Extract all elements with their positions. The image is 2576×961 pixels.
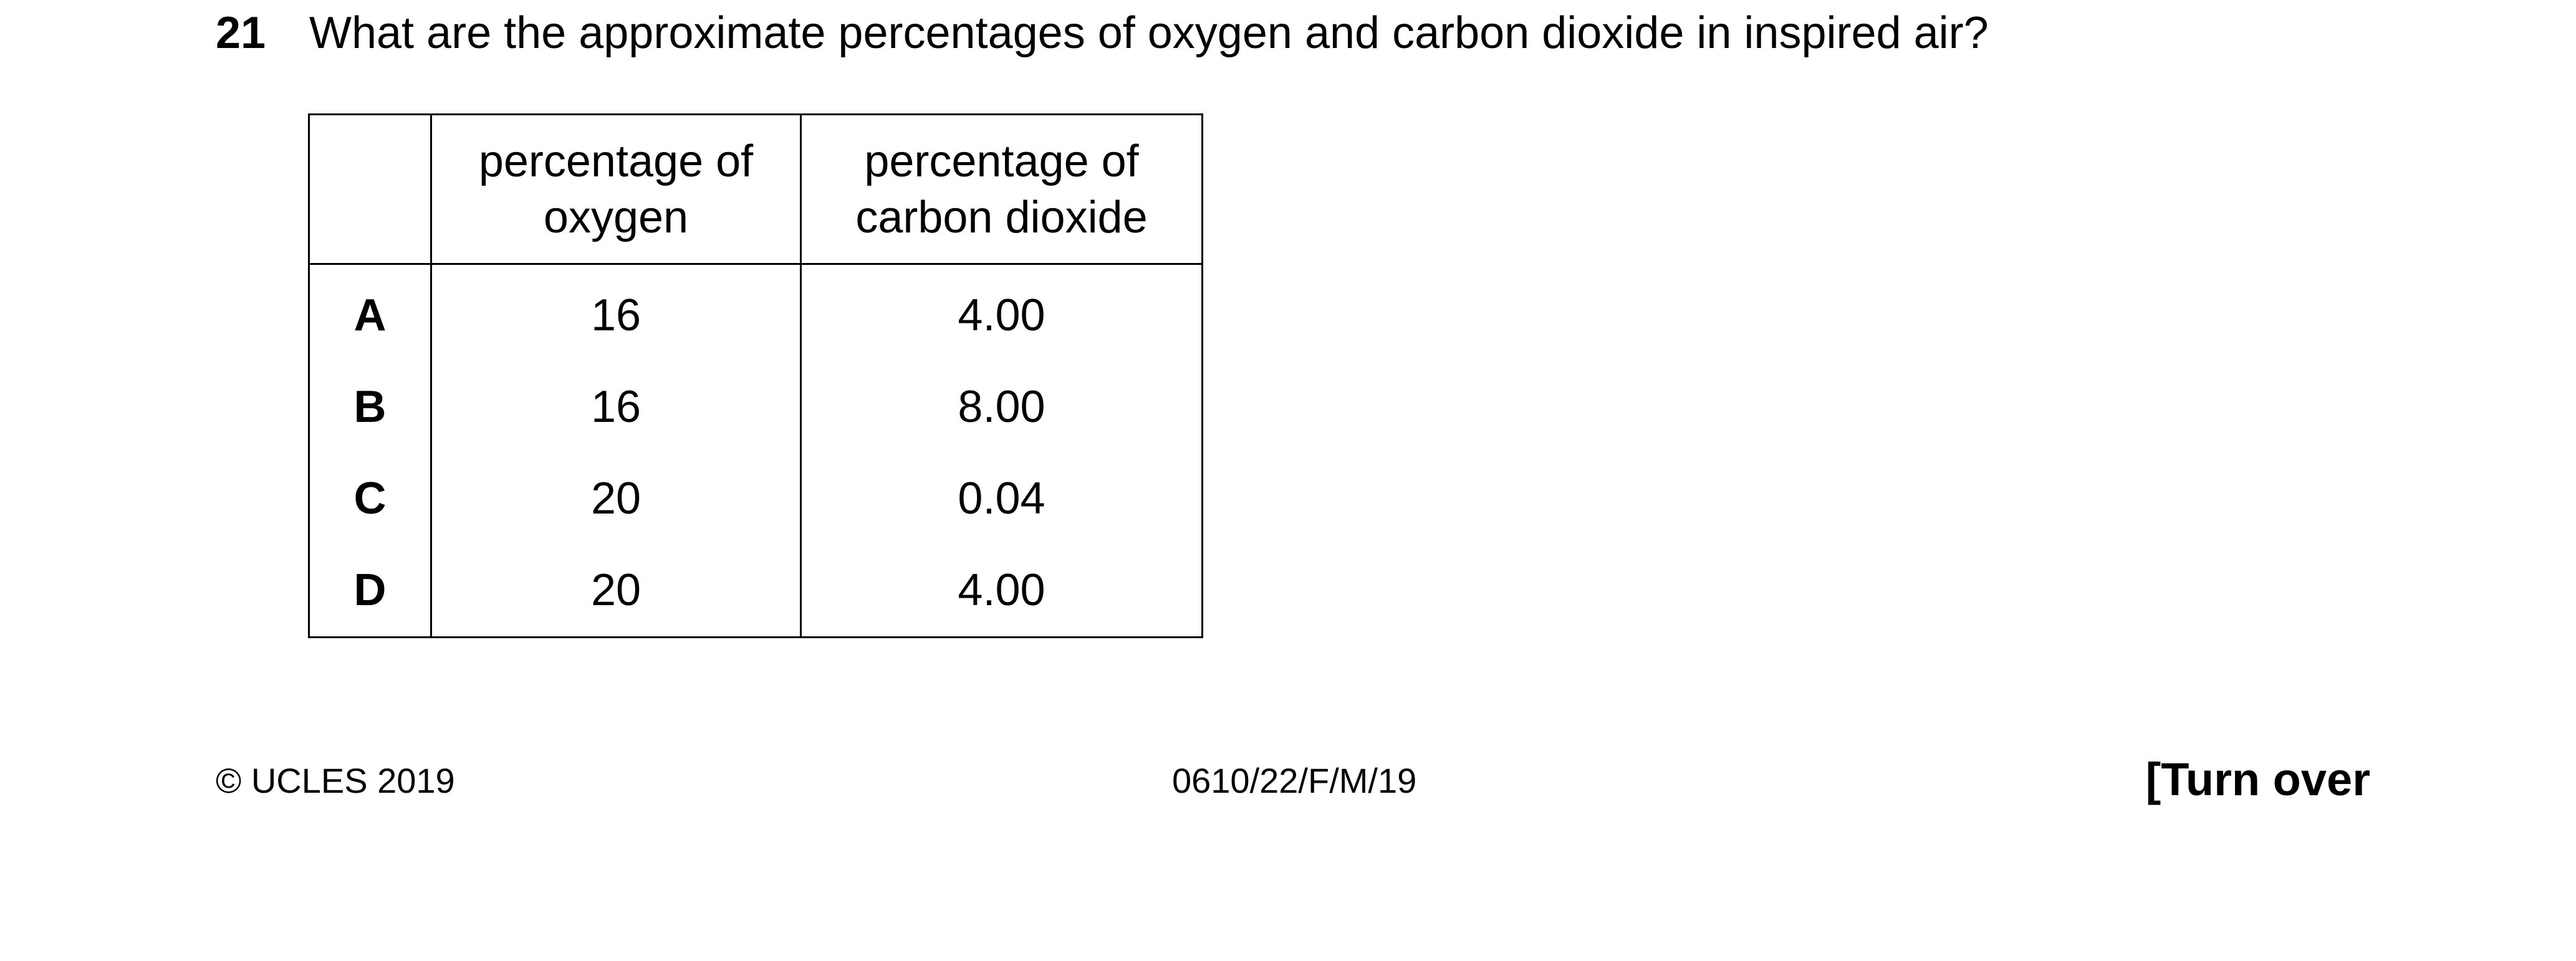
footer-copyright: © UCLES 2019 xyxy=(216,761,455,800)
carbon-dioxide-value: 8.00 xyxy=(800,361,1203,453)
answer-options-table: percentage of oxygen percentage of carbo… xyxy=(308,113,1203,638)
header-oxygen: percentage of oxygen xyxy=(430,113,802,265)
oxygen-value: 20 xyxy=(430,453,802,545)
table-row: A 16 4.00 xyxy=(308,264,1203,361)
option-letter: C xyxy=(308,453,432,545)
table-row: D 20 4.00 xyxy=(308,545,1203,638)
option-letter: D xyxy=(308,545,432,638)
carbon-dioxide-value: 4.00 xyxy=(800,545,1203,638)
footer-paper-code: 0610/22/F/M/19 xyxy=(1172,761,1417,800)
option-letter: A xyxy=(308,264,432,361)
carbon-dioxide-value: 0.04 xyxy=(800,453,1203,545)
header-carbon-dioxide: percentage of carbon dioxide xyxy=(800,113,1203,265)
header-oxygen-line-1: percentage of xyxy=(478,136,754,186)
header-letter-cell xyxy=(308,113,432,265)
oxygen-value: 16 xyxy=(430,361,802,453)
oxygen-value: 20 xyxy=(430,545,802,638)
header-co2-line-1: percentage of xyxy=(864,136,1139,186)
table-row: B 16 8.00 xyxy=(308,361,1203,453)
table-header-row: percentage of oxygen percentage of carbo… xyxy=(308,113,1203,265)
header-co2-line-2: carbon dioxide xyxy=(855,192,1148,242)
footer-turn-over: [Turn over xyxy=(2145,753,2370,805)
option-letter: B xyxy=(308,361,432,453)
carbon-dioxide-value: 4.00 xyxy=(800,264,1203,361)
table-row: C 20 0.04 xyxy=(308,453,1203,545)
header-oxygen-line-2: oxygen xyxy=(543,192,689,242)
oxygen-value: 16 xyxy=(430,264,802,361)
question-text: What are the approximate percentages of … xyxy=(309,8,1989,58)
question-number: 21 xyxy=(216,8,266,58)
